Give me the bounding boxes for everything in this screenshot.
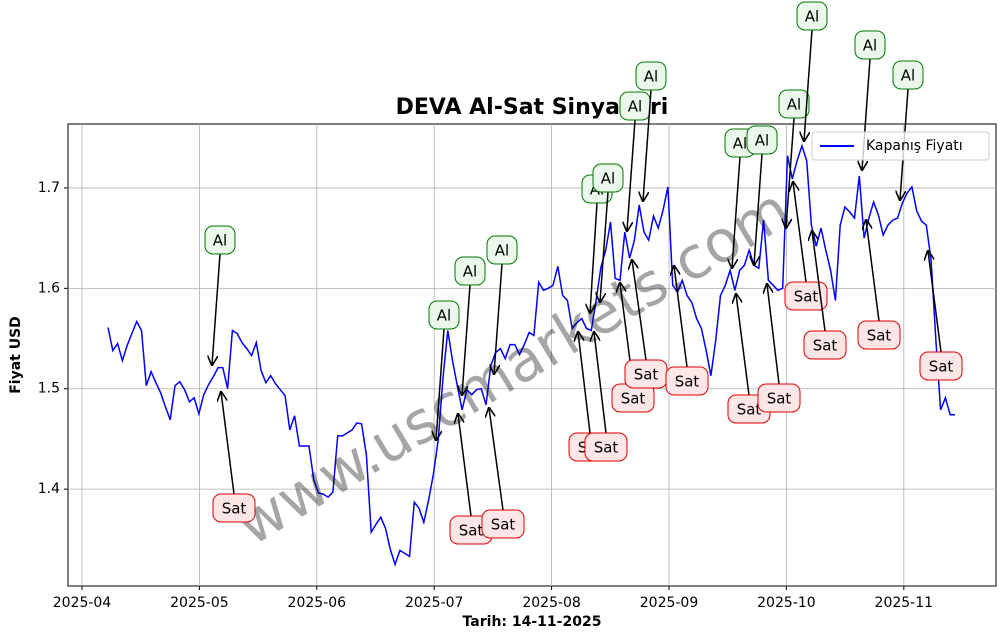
sell-signal-label: Sat [737, 401, 762, 419]
sell-signal-box [803, 330, 847, 360]
buy-signal-box [592, 163, 624, 193]
x-axis-label: Tarih: 14-11-2025 [463, 614, 602, 630]
buy-signal-label: Al [733, 135, 747, 153]
sell-signal-box [212, 493, 256, 523]
sell-signal-box [919, 351, 963, 381]
signal-arrow [489, 408, 504, 511]
sell-signal-label: Sat [929, 358, 954, 376]
signal-arrow [627, 119, 636, 231]
signal-arrow [754, 153, 763, 265]
y-tick-label: 1.6 [38, 280, 60, 296]
buy-signal-label: Al [213, 232, 227, 250]
x-tick-label: 2025-09 [640, 595, 699, 611]
sell-signal-label: Sat [594, 439, 619, 457]
signal-arrow [804, 29, 813, 141]
buy-signal-label: Al [463, 263, 477, 281]
buy-signal-label: Al [437, 307, 451, 325]
signal-arrow [458, 414, 472, 517]
sell-signal-box [665, 366, 709, 396]
y-axis-label: Fiyat USD [8, 316, 24, 394]
sell-signal-label: Sat [459, 522, 484, 540]
signal-arrow [928, 251, 942, 353]
buy-signal-label: Al [787, 96, 801, 114]
sell-signal-box [481, 509, 525, 539]
buy-signal-box [454, 256, 486, 286]
grid: 1.4 1.5 1.6 1.7 2025-04 2025-05 2025-06 2025-07… [38, 124, 996, 611]
x-tick-label: 2025-04 [53, 595, 112, 611]
buy-signal-label: Al [628, 98, 642, 116]
buy-signal-box [635, 61, 667, 91]
sell-signal-label: Sat [794, 288, 819, 306]
sell-signal-label: Sat [634, 366, 659, 384]
signal-arrow [732, 156, 741, 268]
signal-arrow [212, 253, 221, 365]
legend-box [811, 131, 990, 161]
signal-arrow [786, 117, 795, 228]
signal-arrow [600, 191, 609, 302]
buy-signal-label: Al [755, 132, 769, 150]
signal-arrow [221, 392, 235, 495]
sell-signal-box [857, 320, 901, 350]
sell-signal-box [757, 383, 801, 413]
signal-arrow [494, 263, 503, 374]
signal-arrow [436, 328, 445, 440]
signal-arrow [590, 202, 598, 313]
signal-arrow [793, 182, 807, 283]
sell-signal-label: Sat [867, 327, 892, 345]
signal-arrow [767, 284, 780, 385]
x-tick-label: 2025-07 [405, 595, 464, 611]
x-tick-label: 2025-11 [875, 595, 934, 611]
buy-signal-label: Al [601, 170, 615, 188]
sell-signal-label: Sat [491, 516, 516, 534]
legend: Kapanış Fiyatı [811, 131, 990, 161]
buy-signal-box [892, 60, 924, 90]
signal-arrow [643, 89, 652, 201]
signal-arrow [736, 294, 750, 396]
buy-signal-box [428, 300, 460, 330]
sell-signal-box [784, 281, 828, 311]
watermark: www.uscmarkets.com [224, 175, 801, 559]
buy-signal-label: Al [863, 37, 877, 55]
buy-signal-box [796, 1, 828, 31]
sell-signal-label: Sat [621, 390, 646, 408]
sell-signal-box [584, 432, 628, 462]
plot-area [67, 123, 997, 587]
signal-arrow [674, 266, 688, 368]
buy-signal-label: Al [805, 8, 819, 26]
annotations: AlSatAlSatAlSatAlSatSatAlAlSatSatAlAlSat… [204, 1, 963, 545]
buy-signal-box [746, 125, 778, 155]
buy-signal-label: Al [644, 68, 658, 86]
signal-arrow [578, 332, 591, 434]
buy-signal-box [854, 30, 886, 60]
buy-signal-box [486, 235, 518, 265]
y-tick-label: 1.5 [38, 381, 60, 397]
signal-arrow [594, 332, 607, 434]
legend-label: Kapanış Fiyatı [866, 138, 963, 154]
x-tick-label: 2025-06 [288, 595, 347, 611]
signal-arrow [812, 231, 826, 332]
y-tick-label: 1.7 [38, 180, 60, 196]
sell-signal-label: Sat [767, 390, 792, 408]
signal-arrow [866, 220, 880, 322]
sell-signal-label: Sat [813, 337, 838, 355]
x-tick-label: 2025-08 [522, 595, 581, 611]
signal-arrow [632, 260, 647, 361]
buy-signal-label: Al [901, 67, 915, 85]
buy-signal-box [778, 89, 810, 119]
x-tick-label: 2025-10 [757, 595, 816, 611]
sell-signal-label: Sat [675, 373, 700, 391]
buy-signal-box [204, 225, 236, 255]
y-tick-label: 1.4 [38, 481, 60, 497]
buy-signal-label: Al [495, 242, 509, 260]
signal-arrow [462, 284, 471, 395]
sell-signal-label: Sat [222, 500, 247, 518]
x-tick-label: 2025-05 [170, 595, 229, 611]
